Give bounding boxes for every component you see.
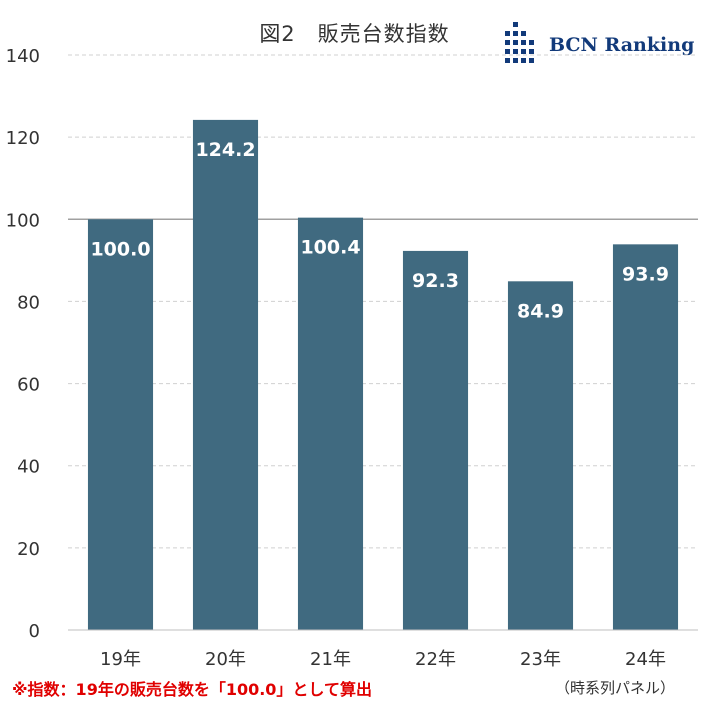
bar	[192, 119, 259, 631]
y-tick-label: 80	[17, 292, 40, 313]
y-tick-label: 20	[17, 539, 40, 560]
data-label: 93.9	[622, 263, 669, 285]
x-tick-label: 20年	[205, 649, 246, 670]
y-tick-label: 0	[29, 621, 40, 642]
data-label: 84.9	[517, 300, 564, 322]
data-label: 124.2	[195, 139, 255, 161]
data-label: 100.0	[90, 238, 150, 260]
bcn-logo: BCN Ranking	[505, 22, 695, 72]
x-tick-label: 23年	[520, 649, 561, 670]
y-tick-label: 40	[17, 457, 40, 478]
x-tick-label: 19年	[100, 649, 141, 670]
logo-text: BCN Ranking	[549, 34, 695, 56]
y-tick-label: 120	[6, 128, 40, 149]
data-label: 92.3	[412, 270, 459, 292]
labels-layer: 100.0 124.2 100.4 92.3 84.9 93.9	[90, 139, 669, 322]
panel-note: （時系列パネル）	[555, 679, 676, 697]
x-tick-label: 22年	[415, 649, 456, 670]
y-tick-label: 100	[6, 210, 40, 231]
footnote: ※指数：19年の販売台数を「100.0」として算出	[12, 680, 372, 699]
y-tick-label: 140	[6, 46, 40, 67]
bars-layer	[87, 119, 679, 631]
bar	[507, 281, 574, 630]
y-tick-label: 60	[17, 375, 40, 396]
chart-title: 図2 販売台数指数	[259, 22, 450, 46]
grid-layer	[68, 54, 698, 549]
bar	[87, 219, 154, 631]
data-label: 100.4	[300, 237, 360, 259]
bar	[297, 217, 364, 630]
axis-layer: 0 20 40 60 80 100 120 140 19年 20年 21年 22年 23年 24年	[6, 46, 698, 670]
bar	[402, 250, 469, 631]
bcn-logo-icon	[505, 22, 534, 63]
x-tick-label: 21年	[310, 649, 351, 670]
bar	[612, 244, 679, 630]
x-tick-label: 24年	[625, 649, 666, 670]
